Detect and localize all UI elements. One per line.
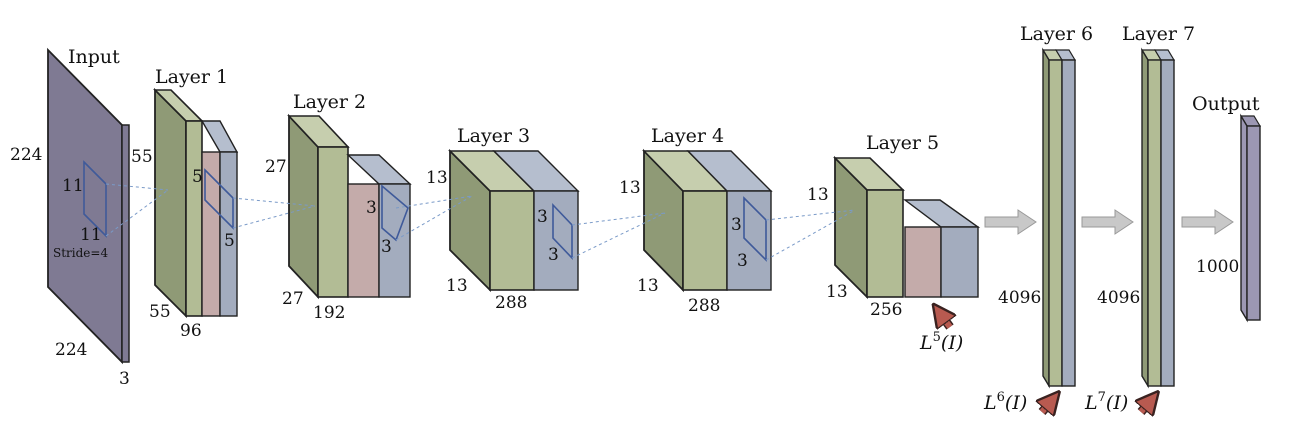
layer5-size-left: 13: [807, 185, 829, 205]
layer5-title: Layer 5: [866, 132, 939, 154]
layer7-column: [1140, 47, 1176, 389]
input-size-bottom: 224: [55, 340, 87, 360]
input-size-left: 224: [10, 145, 42, 165]
flow-arrow-6-7: [1081, 209, 1134, 235]
input-kernel-bottom: 11: [80, 225, 102, 245]
layer7-units: 4096: [1097, 288, 1140, 308]
layer5-volume: [833, 155, 981, 300]
layer3-kernel-b: 3: [548, 245, 559, 265]
layer1-size-left: 55: [131, 147, 153, 167]
layer6-units: 4096: [998, 288, 1041, 308]
layer5-feature-label: L5(I): [919, 330, 963, 354]
layer4-size-bottom: 13: [637, 276, 659, 296]
layer4-kernel-b: 3: [737, 251, 748, 271]
layer6-title: Layer 6: [1020, 23, 1093, 45]
layer1-size-bottom: 55: [149, 302, 171, 322]
input-stride: Stride=4: [53, 246, 108, 260]
layer2-kernel-a: 3: [366, 198, 377, 218]
layer4-kernel-a: 3: [731, 215, 742, 235]
layer1-title: Layer 1: [155, 66, 228, 88]
layer6-feature-label: L6(I): [983, 390, 1027, 414]
layer5-depth: 256: [870, 300, 902, 320]
layer2-depth: 192: [313, 303, 345, 323]
input-depth: 3: [119, 369, 130, 389]
output-units: 1000: [1196, 257, 1239, 277]
layer1-kernel-a: 5: [192, 167, 203, 187]
layer2-volume: [287, 113, 412, 300]
layer2-kernel-b: 3: [381, 237, 392, 257]
layer4-volume: [642, 148, 773, 293]
output-column: [1239, 113, 1262, 323]
flow-arrow-5-6: [984, 209, 1037, 235]
layer1-kernel-b: 5: [224, 231, 235, 251]
layer3-title: Layer 3: [457, 125, 530, 147]
layer7-title: Layer 7: [1122, 23, 1195, 45]
input-title: Input: [68, 46, 120, 68]
layer2-title: Layer 2: [293, 91, 366, 113]
layer1-volume: [153, 87, 239, 319]
input-volume: [47, 47, 130, 365]
projection-lines: [105, 183, 856, 261]
layer5-size-bottom: 13: [826, 282, 848, 302]
layer4-depth: 288: [688, 296, 720, 316]
layer3-depth: 288: [495, 293, 527, 313]
flow-arrow-7-output: [1181, 209, 1234, 235]
layer3-size-left: 13: [426, 168, 448, 188]
layer2-size-left: 27: [265, 157, 287, 177]
input-kernel-top: 11: [62, 176, 84, 196]
layer3-volume: [448, 148, 580, 293]
layer3-kernel-a: 3: [537, 207, 548, 227]
layer4-title: Layer 4: [651, 125, 724, 147]
layer6-column: [1041, 47, 1077, 389]
output-title: Output: [1192, 93, 1260, 115]
layer1-depth: 96: [180, 321, 202, 341]
layer2-size-bottom: 27: [282, 289, 304, 309]
layer7-feature-label: L7(I): [1084, 390, 1128, 414]
layer3-size-bottom: 13: [446, 276, 468, 296]
layer4-size-left: 13: [619, 178, 641, 198]
